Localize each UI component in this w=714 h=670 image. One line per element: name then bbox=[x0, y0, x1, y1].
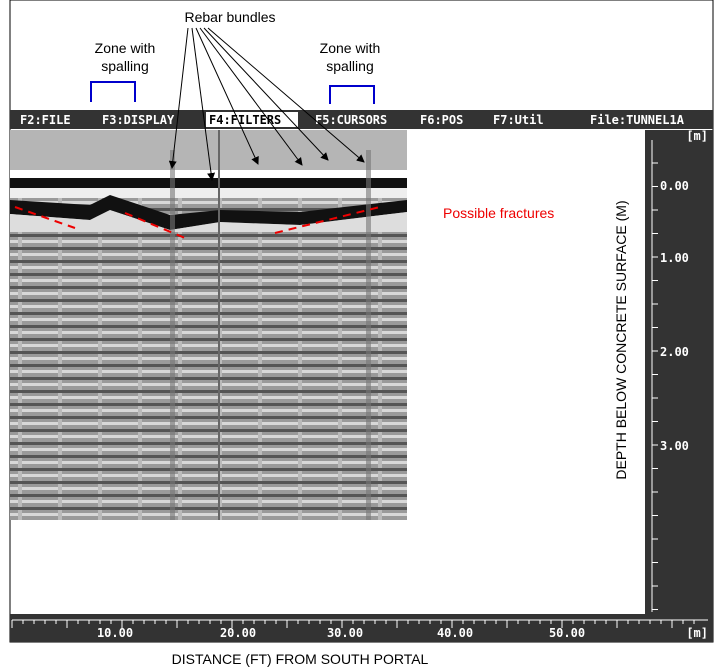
zone-bracket bbox=[90, 81, 136, 102]
depth-unit: [m] bbox=[686, 129, 708, 143]
file-name: File:TUNNEL1A bbox=[590, 113, 685, 127]
zone-bracket bbox=[329, 85, 375, 104]
fracture-line bbox=[14, 206, 381, 239]
menu-bar bbox=[10, 110, 713, 129]
distance-panel bbox=[10, 614, 713, 642]
zone-label: Zone with bbox=[95, 40, 156, 56]
distance-tick-label: 50.00 bbox=[549, 626, 585, 640]
zone-label: spalling bbox=[101, 58, 148, 74]
depth-tick-label: 1.00 bbox=[660, 251, 689, 265]
menu-item[interactable]: F5:CURSORS bbox=[315, 113, 387, 127]
menu-item[interactable]: F2:FILE bbox=[20, 113, 71, 127]
depth-tick-label: 2.00 bbox=[660, 345, 689, 359]
distance-tick-label: 10.00 bbox=[97, 626, 133, 640]
zone-label: Zone with bbox=[320, 40, 381, 56]
distance-axis-title: DISTANCE (FT) FROM SOUTH PORTAL bbox=[172, 651, 429, 667]
depth-panel bbox=[645, 130, 713, 614]
menu-highlight bbox=[206, 112, 298, 127]
depth-tick-label: 0.00 bbox=[660, 179, 689, 193]
distance-tick-label: 30.00 bbox=[327, 626, 363, 640]
distance-tick-label: 40.00 bbox=[437, 626, 473, 640]
menu-item[interactable]: F6:POS bbox=[420, 113, 463, 127]
distance-unit: [m] bbox=[686, 626, 708, 640]
zone-label: spalling bbox=[326, 58, 373, 74]
depth-tick-label: 3.00 bbox=[660, 439, 689, 453]
distance-tick-label: 20.00 bbox=[220, 626, 256, 640]
menu-item[interactable]: F3:DISPLAY bbox=[102, 113, 175, 127]
rebar-label: Rebar bundles bbox=[184, 9, 275, 25]
menu-item[interactable]: F4:FILTERS bbox=[209, 113, 281, 127]
depth-axis-title: DEPTH BELOW CONCRETE SURFACE (M) bbox=[613, 200, 629, 479]
fractures-label: Possible fractures bbox=[443, 205, 554, 221]
rebar-arrow bbox=[168, 27, 365, 181]
menu-item[interactable]: F7:Util bbox=[493, 113, 544, 127]
radargram bbox=[10, 130, 407, 520]
